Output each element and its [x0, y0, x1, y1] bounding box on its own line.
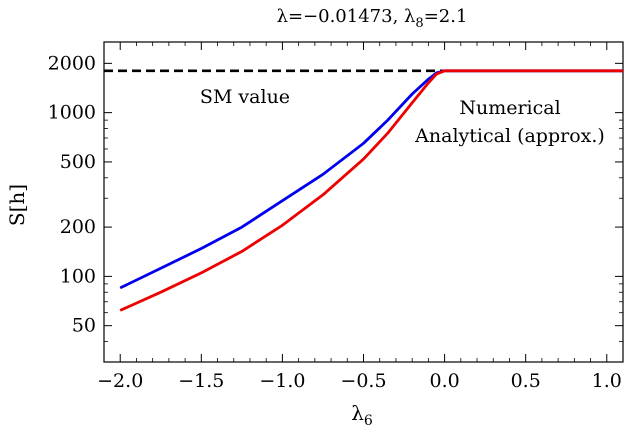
legend-analytical: Analytical (approx.)	[414, 125, 605, 147]
y-tick-label: 100	[60, 265, 96, 287]
y-tick-label: 50	[72, 315, 96, 337]
x-tick-label: −2.0	[97, 370, 143, 392]
x-tick-label: 0.0	[429, 370, 459, 392]
sm-value-label: SM value	[200, 86, 290, 108]
x-tick-label: 1.0	[592, 370, 622, 392]
ticks-group: −2.0 −1.5 −1.0 −0.5 0.0 0.5 1.0 50 100 200 500 1000…	[48, 42, 624, 392]
y-tick-label: 500	[60, 151, 96, 173]
x-tick-label: −1.0	[259, 370, 305, 392]
plot-frame	[103, 41, 624, 363]
x-tick-label: −0.5	[340, 370, 386, 392]
x-axis-label: λ6	[351, 401, 373, 429]
series-group	[104, 69, 623, 312]
analytical-curve	[119, 69, 623, 312]
y-tick-label: 2000	[48, 52, 96, 74]
y-tick-label: 1000	[48, 102, 96, 124]
x-tick-label: −1.5	[178, 370, 224, 392]
legend-numerical: Numerical	[459, 97, 560, 119]
x-tick-label: 0.5	[511, 370, 541, 392]
plot-frame-group	[103, 41, 624, 363]
chart-title: λ=−0.01473, λ8=2.1	[277, 6, 468, 31]
y-tick-label: 200	[60, 216, 96, 238]
y-axis-label: S[h]	[5, 184, 29, 226]
